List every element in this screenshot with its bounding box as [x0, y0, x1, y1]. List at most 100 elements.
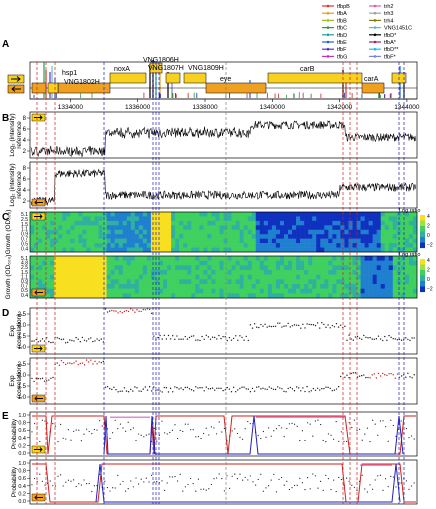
heatmap-cell	[90, 274, 95, 280]
heatmap-cell	[70, 220, 75, 226]
heatmap-cell	[296, 216, 301, 222]
expression-dot	[146, 308, 149, 310]
expression-dot	[218, 387, 220, 390]
heatmap-cell	[247, 288, 253, 294]
heatmap-cell	[348, 220, 353, 226]
heatmap-cell	[247, 256, 253, 261]
probability-dot	[187, 423, 189, 425]
heatmap-cell	[227, 229, 232, 235]
probability-dot	[283, 484, 285, 486]
heatmap-cell	[404, 293, 410, 299]
expression-dot	[157, 389, 159, 391]
expression-dot	[115, 389, 117, 391]
probability-dot	[41, 480, 44, 482]
heatmap-cell	[167, 265, 172, 271]
probability-dot	[203, 432, 205, 435]
heatmap-cell	[171, 270, 176, 275]
heatmap-cell	[86, 288, 91, 294]
probability-dot	[242, 438, 244, 440]
heatmap-cell	[58, 212, 63, 217]
heatmap-cell	[134, 270, 140, 275]
heatmap-cell	[259, 247, 265, 253]
probability-dot	[177, 480, 179, 482]
expression-dot	[41, 377, 44, 380]
axis-tick-label: 1344000	[394, 104, 420, 111]
heatmap-cell	[171, 288, 176, 294]
heatmap-cell	[191, 279, 196, 285]
heatmap-cell	[392, 212, 398, 217]
heatmap-cell	[110, 238, 115, 244]
heatmap-cell	[179, 243, 184, 248]
heatmap-cell	[187, 288, 192, 294]
heatmap-cell	[94, 229, 99, 235]
expression-dot	[340, 324, 342, 326]
probability-dot	[135, 477, 137, 479]
heatmap-cell	[255, 220, 261, 226]
heatmap-cell	[191, 270, 196, 275]
heatmap-cell	[167, 279, 172, 285]
probability-dot	[382, 489, 384, 491]
heatmap-cell	[46, 284, 51, 289]
heatmap-cell	[384, 279, 390, 285]
heatmap-cell	[171, 260, 176, 266]
heatmap-cell	[396, 284, 402, 289]
heatmap-cell	[167, 238, 172, 244]
heatmap-cell	[372, 238, 377, 244]
heatmap-cell	[163, 256, 168, 261]
heatmap-cell	[30, 274, 35, 280]
heatmap-cell	[74, 238, 79, 244]
heatmap-cell	[98, 284, 103, 289]
probability-dot	[325, 474, 327, 476]
expression-dot	[43, 340, 46, 342]
expression-dot	[58, 337, 60, 340]
heatmap-cell	[78, 265, 83, 271]
probability-dot	[117, 428, 119, 430]
heatmap-cell	[183, 216, 188, 222]
heatmap-cell	[86, 238, 91, 244]
heatmap-cell	[279, 229, 285, 235]
heatmap-cell	[300, 220, 305, 226]
heatmap-cell	[58, 260, 63, 266]
expression-dot	[111, 388, 113, 391]
heatmap-cell	[320, 279, 325, 285]
heatmap-cell	[66, 270, 71, 275]
heatmap-cell	[219, 274, 224, 280]
probability-dot	[296, 484, 298, 486]
heatmap-cell	[263, 238, 269, 244]
heatmap-cell	[130, 216, 136, 222]
ytick-label: 1.0	[18, 413, 26, 419]
heatmap-cell	[203, 288, 208, 294]
ytick-label: 1.0	[18, 345, 27, 351]
heatmap-cell	[183, 279, 188, 285]
heatmap-cell	[199, 220, 204, 226]
heatmap-cell	[78, 284, 83, 289]
heatmap-cell	[316, 274, 321, 280]
expression-dot	[285, 325, 287, 327]
heatmap-cell	[263, 243, 269, 248]
heatmap-cell	[320, 284, 325, 289]
heatmap-cell	[263, 270, 269, 275]
heatmap-cell	[360, 220, 365, 226]
heatmap-cell	[98, 260, 103, 266]
heatmap-cell	[195, 279, 200, 285]
heatmap-cell	[275, 247, 281, 253]
heatmap-cell	[259, 288, 265, 294]
heatmap-cell	[211, 212, 216, 217]
heatmap-cell	[275, 212, 281, 217]
heatmap-cell	[308, 234, 313, 239]
heatmap-cell	[332, 270, 337, 275]
heatmap-cell	[54, 293, 59, 299]
heatmap-cell	[90, 270, 95, 275]
expression-dot	[373, 338, 375, 341]
heatmap-cell	[46, 279, 51, 285]
probability-curve	[103, 415, 404, 455]
heatmap-cell	[203, 238, 208, 244]
heatmap-cell	[324, 256, 329, 261]
heatmap-cell	[102, 288, 107, 294]
heatmap-cell	[312, 288, 317, 294]
heatmap-cell	[50, 274, 55, 280]
legend-label: tfbA	[337, 11, 347, 17]
heatmap-cell	[199, 288, 204, 294]
probability-dot	[104, 480, 106, 482]
heatmap-cell	[247, 265, 253, 271]
